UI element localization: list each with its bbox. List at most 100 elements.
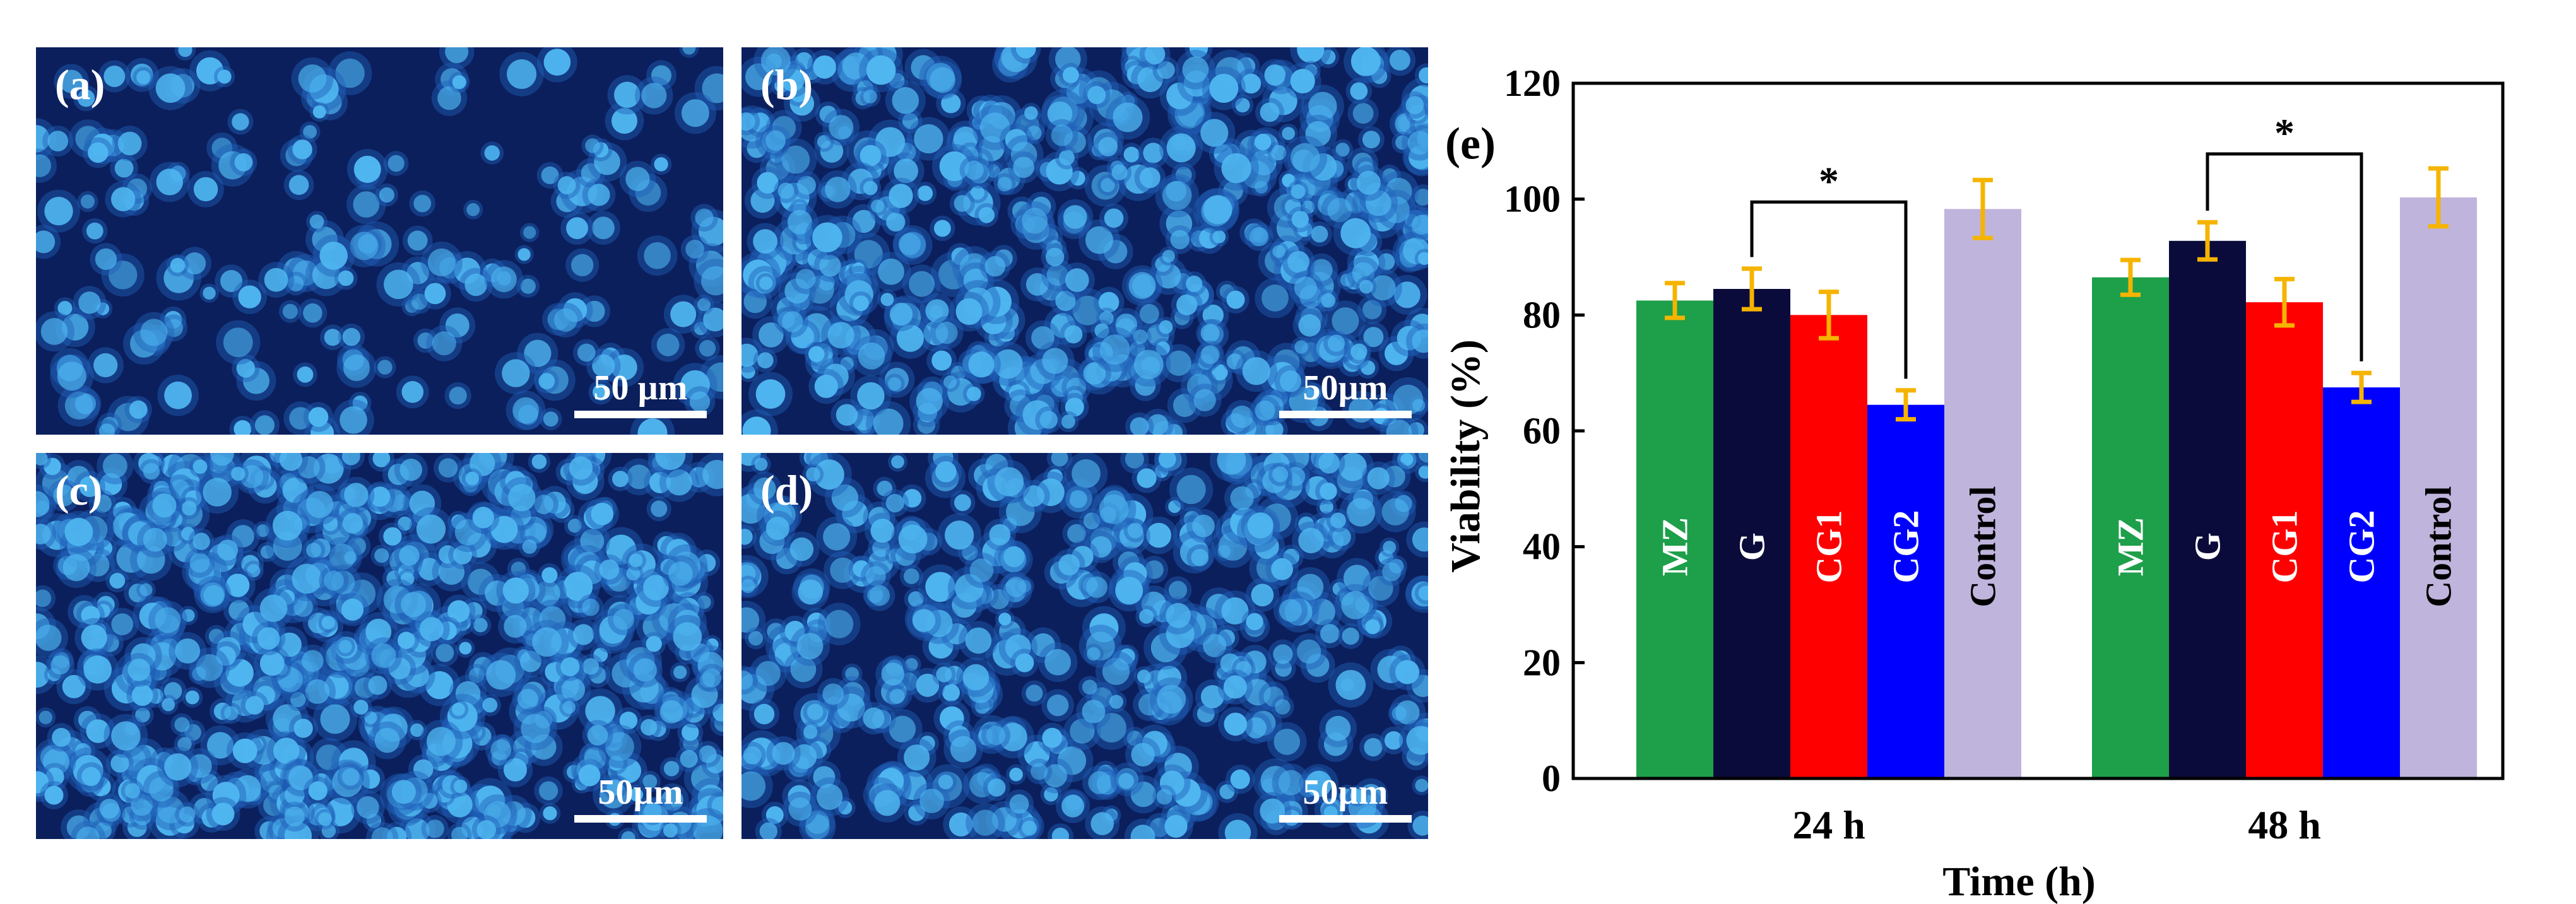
cell — [232, 525, 254, 548]
cell — [322, 516, 338, 531]
cell — [1301, 200, 1315, 214]
cell — [466, 203, 480, 216]
scale-bar-b: 50µm — [1279, 370, 1412, 418]
bar-cg2-2 — [2323, 387, 2400, 778]
cell — [114, 158, 134, 178]
cell — [998, 723, 1027, 751]
cell — [297, 456, 320, 479]
cell — [962, 664, 990, 691]
cell — [614, 81, 641, 109]
cell — [670, 301, 697, 327]
cell — [934, 220, 951, 237]
cell — [1051, 828, 1069, 839]
cell — [1158, 453, 1176, 468]
cell — [795, 52, 813, 70]
cell — [184, 252, 206, 274]
cell — [979, 112, 1010, 143]
cell — [136, 70, 151, 85]
cell — [1083, 512, 1101, 530]
cell — [401, 592, 427, 618]
scale-bar-label-c: 50µm — [598, 773, 683, 812]
cell — [578, 764, 601, 787]
cell — [416, 514, 446, 544]
cell — [38, 710, 52, 724]
bar-label-cg1: CG1 — [2264, 510, 2305, 584]
cell — [1400, 453, 1414, 466]
cell — [1170, 230, 1190, 250]
cell — [1223, 181, 1243, 201]
micrograph-panel-a: (a) 50 µm — [36, 47, 723, 435]
cell — [854, 240, 883, 269]
cell — [504, 614, 527, 638]
cell — [188, 754, 212, 778]
cell — [319, 242, 348, 270]
cell — [1294, 340, 1308, 354]
significance-star: * — [2274, 110, 2295, 155]
cell — [912, 609, 936, 632]
cell — [1368, 575, 1393, 601]
cell — [383, 527, 402, 546]
cell — [1203, 195, 1232, 225]
cell — [1245, 717, 1267, 739]
cell — [759, 276, 773, 290]
cell — [1061, 794, 1085, 818]
cell — [1118, 773, 1134, 789]
cell — [507, 59, 537, 89]
cell — [1361, 360, 1376, 375]
cell — [878, 258, 904, 285]
cell — [877, 481, 893, 496]
cell — [1159, 770, 1185, 795]
cell — [886, 212, 906, 232]
cell — [419, 617, 444, 642]
cell — [955, 573, 984, 602]
cell — [750, 189, 775, 213]
bars-group: MZ G CG1 CG2 Control MZ G CG1 CG2 Control — [1636, 166, 2477, 779]
significance-bracket — [1750, 200, 1908, 379]
cell — [643, 575, 669, 601]
cell — [940, 706, 964, 731]
cell — [1230, 769, 1250, 789]
cell — [1408, 422, 1424, 435]
cell — [1130, 825, 1155, 839]
cell — [772, 742, 795, 765]
cell — [371, 643, 396, 668]
cell — [329, 543, 356, 570]
cell — [401, 381, 424, 403]
cell — [1279, 370, 1302, 392]
cell — [406, 262, 429, 285]
cell — [914, 124, 943, 154]
cell — [203, 478, 232, 507]
cell — [81, 625, 107, 651]
cell — [1407, 131, 1428, 155]
cell — [1082, 679, 1097, 695]
cell — [741, 493, 766, 524]
cell — [1332, 527, 1351, 546]
cell — [1227, 353, 1243, 370]
cell — [936, 666, 952, 683]
cell — [411, 293, 428, 310]
cell — [1191, 548, 1209, 566]
cell — [398, 631, 415, 649]
cell — [1125, 453, 1144, 469]
cell — [81, 766, 101, 786]
cell — [1070, 170, 1085, 186]
cell — [1162, 180, 1192, 211]
cell — [1166, 602, 1191, 628]
cell — [1099, 494, 1129, 524]
bar-cg2-1 — [1867, 404, 1944, 778]
cell — [1294, 276, 1317, 300]
cell — [288, 175, 309, 195]
cell — [288, 275, 304, 292]
cell — [765, 516, 789, 541]
cell — [955, 298, 983, 325]
cell — [1139, 609, 1154, 624]
cell — [371, 827, 393, 839]
cell — [787, 209, 812, 235]
cell — [81, 606, 100, 625]
cell — [808, 346, 825, 363]
cell — [1186, 275, 1203, 293]
cell — [289, 407, 312, 430]
cell — [1044, 787, 1058, 802]
cell — [566, 217, 588, 240]
cell — [691, 681, 718, 708]
